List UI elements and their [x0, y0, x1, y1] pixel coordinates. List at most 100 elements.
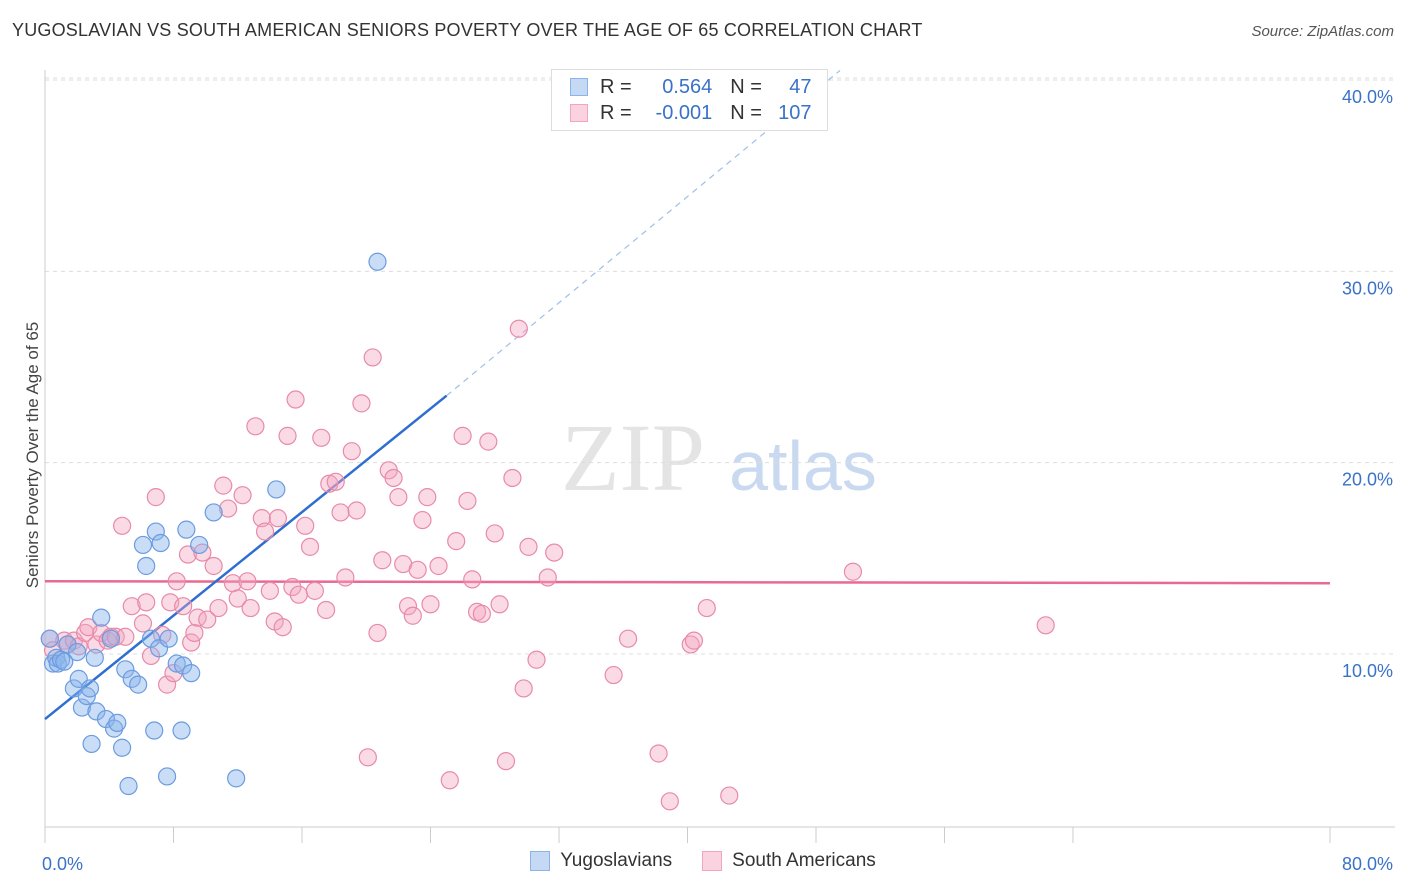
- point-south-american: [447, 532, 466, 551]
- point-south-american: [289, 585, 308, 604]
- y-tick-label: 40.0%: [1342, 87, 1393, 107]
- point-south-american: [368, 623, 387, 643]
- y-axis-label: Seniors Poverty Over the Age of 65: [23, 322, 42, 588]
- point-yugoslavian: [151, 533, 170, 553]
- point-south-american: [122, 597, 141, 616]
- point-south-american: [697, 598, 716, 618]
- point-south-american: [238, 572, 257, 591]
- legend-label-south-americans: South Americans: [732, 850, 876, 871]
- chart-title: YUGOSLAVIAN VS SOUTH AMERICAN SENIORS PO…: [12, 20, 923, 40]
- point-yugoslavian: [58, 635, 77, 654]
- point-south-american: [514, 679, 533, 698]
- point-south-american: [403, 606, 422, 625]
- point-yugoslavian: [51, 650, 71, 669]
- x-tick-label: 0.0%: [42, 854, 83, 874]
- point-south-american: [312, 428, 331, 447]
- point-south-american: [174, 597, 193, 616]
- point-yugoslavian: [129, 675, 148, 694]
- point-yugoslavian: [87, 702, 106, 721]
- point-yugoslavian: [133, 535, 153, 555]
- point-south-american: [618, 629, 638, 648]
- point-yugoslavian: [368, 252, 387, 271]
- point-south-american: [209, 598, 228, 618]
- stats-row-south-americans: R = -0.001 N = 107: [570, 102, 812, 124]
- r-label: R =: [600, 75, 632, 98]
- point-yugoslavian: [80, 679, 100, 698]
- x-tick-label: 80.0%: [1342, 854, 1393, 874]
- point-south-american: [182, 633, 201, 652]
- point-south-american: [112, 516, 132, 535]
- point-south-american: [198, 610, 217, 629]
- point-yugoslavian: [55, 652, 74, 671]
- point-south-american: [260, 581, 279, 600]
- point-south-american: [305, 581, 324, 600]
- point-yugoslavian: [204, 503, 223, 522]
- point-south-american: [286, 390, 305, 409]
- legend-label-yugoslavians: Yugoslavians: [560, 850, 673, 871]
- point-south-american: [509, 319, 528, 338]
- point-south-american: [545, 543, 564, 562]
- y-tick-label: 20.0%: [1342, 470, 1393, 490]
- point-south-american: [146, 488, 165, 507]
- legend-item-yugoslavians: Yugoslavians: [530, 850, 672, 872]
- point-yugoslavian: [104, 719, 124, 738]
- point-south-american: [185, 623, 204, 643]
- point-south-american: [219, 499, 238, 518]
- point-south-american: [204, 556, 223, 576]
- point-yugoslavian: [101, 629, 120, 648]
- point-south-american: [358, 748, 377, 767]
- point-yugoslavian: [68, 642, 87, 662]
- point-south-american: [342, 442, 361, 461]
- point-yugoslavian: [182, 664, 201, 683]
- data-points: [40, 252, 1055, 811]
- point-yugoslavian: [146, 522, 165, 541]
- point-south-american: [413, 510, 432, 530]
- point-south-american: [347, 501, 366, 520]
- point-south-american: [485, 524, 504, 543]
- point-south-american: [463, 570, 482, 589]
- point-south-american: [519, 537, 538, 556]
- point-yugoslavian: [157, 767, 177, 786]
- tick-labels: 10.0% 20.0% 30.0% 40.0% 0.0% 80.0%: [42, 87, 1393, 874]
- watermark: ZIP atlas: [561, 404, 877, 511]
- point-south-american: [316, 600, 336, 620]
- swatch-yugoslavians: [570, 78, 588, 96]
- point-south-american: [527, 650, 546, 669]
- point-yugoslavian: [112, 738, 132, 757]
- point-yugoslavian: [177, 520, 196, 539]
- y-tick-label: 30.0%: [1342, 278, 1393, 298]
- point-yugoslavian: [82, 734, 101, 754]
- point-south-american: [278, 426, 297, 445]
- point-south-american: [472, 604, 491, 623]
- source-label: Source: ZipAtlas.com: [1251, 23, 1394, 40]
- point-south-american: [720, 786, 739, 805]
- swatch-south-americans: [570, 104, 588, 122]
- n-value: 47: [789, 75, 812, 98]
- point-yugoslavian: [92, 608, 111, 627]
- point-south-american: [164, 664, 183, 683]
- y-tick-label: 10.0%: [1342, 661, 1393, 681]
- point-south-american: [418, 488, 437, 507]
- point-south-american: [233, 486, 252, 505]
- point-south-american: [1036, 616, 1055, 635]
- point-south-american: [363, 348, 382, 367]
- point-south-american: [490, 595, 509, 614]
- point-south-american: [440, 771, 459, 790]
- point-yugoslavian: [72, 698, 92, 717]
- point-south-american: [453, 426, 472, 445]
- r-value: -0.001: [655, 101, 713, 124]
- point-yugoslavian: [267, 480, 286, 499]
- n-label: N =: [730, 75, 762, 98]
- series-legend: Yugoslavians South Americans: [0, 850, 1406, 872]
- point-yugoslavian: [149, 639, 169, 658]
- point-south-american: [408, 560, 427, 579]
- point-south-american: [604, 665, 623, 685]
- point-south-american: [479, 432, 498, 451]
- point-south-american: [252, 509, 271, 528]
- legend-item-south-americans: South Americans: [702, 850, 876, 872]
- watermark-zip: ZIP: [561, 404, 705, 511]
- grid: [45, 77, 1395, 655]
- trend-line-yugoslavians: [44, 394, 448, 721]
- point-yugoslavian: [167, 654, 186, 673]
